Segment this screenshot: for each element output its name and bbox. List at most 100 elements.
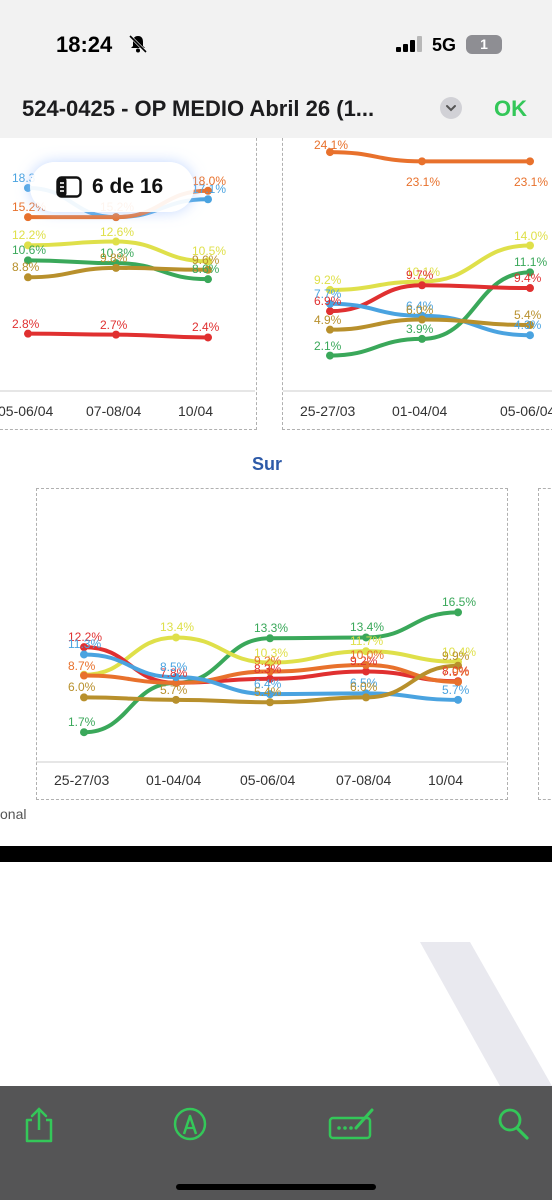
x-tick-label: 01-04/04 bbox=[146, 772, 202, 788]
series-line bbox=[328, 150, 532, 164]
ok-button[interactable]: OK bbox=[494, 96, 527, 121]
data-point bbox=[326, 148, 334, 157]
data-label: 10.3% bbox=[100, 246, 135, 261]
data-point bbox=[204, 257, 212, 266]
data-label: 1.7% bbox=[68, 715, 96, 730]
data-point bbox=[326, 325, 334, 334]
data-point bbox=[24, 329, 32, 338]
data-label: 10.6% bbox=[12, 243, 47, 258]
home-indicator bbox=[176, 1184, 376, 1190]
sur-chart-title: Sur bbox=[252, 454, 283, 474]
data-point bbox=[266, 667, 274, 676]
data-label: 10.1% bbox=[406, 264, 441, 279]
data-point bbox=[24, 273, 32, 282]
signal-strength-icon bbox=[396, 36, 422, 52]
data-label: 18.3 bbox=[12, 170, 36, 185]
data-label: 6.0% bbox=[406, 302, 434, 317]
chart-panel-sur bbox=[36, 488, 508, 800]
page-indicator-label: 6 de 16 bbox=[92, 175, 164, 198]
data-label: 10.5% bbox=[192, 244, 227, 259]
data-point bbox=[362, 647, 370, 656]
markup-icon[interactable] bbox=[172, 1106, 208, 1142]
data-label: 10.0% bbox=[350, 648, 385, 662]
data-label: 13.3% bbox=[254, 621, 289, 636]
chart-panel-right bbox=[282, 138, 552, 430]
data-label: 9.4% bbox=[514, 271, 542, 286]
x-tick-label: 05-06/04 bbox=[500, 403, 552, 419]
page-separator bbox=[0, 846, 552, 862]
data-point bbox=[526, 157, 534, 166]
share-icon[interactable] bbox=[22, 1106, 56, 1144]
data-label: 8.3% bbox=[254, 661, 282, 676]
x-tick-label: 07-08/04 bbox=[86, 403, 142, 419]
data-label: 6.5% bbox=[350, 676, 378, 691]
silent-bell-icon bbox=[128, 34, 148, 54]
status-time: 18:24 bbox=[56, 32, 113, 57]
data-label: 11.3% bbox=[68, 637, 102, 652]
network-type: 5G bbox=[432, 35, 457, 55]
document-page[interactable]: 05-06/0407-08/0410/0418.317.1%15.2%15.2%… bbox=[0, 138, 552, 846]
next-page[interactable] bbox=[0, 862, 552, 1086]
data-label: 7.8% bbox=[160, 665, 188, 680]
data-point bbox=[172, 673, 180, 682]
data-label: 16.5% bbox=[442, 595, 477, 610]
data-point bbox=[526, 241, 534, 250]
data-point bbox=[418, 281, 426, 290]
x-tick-label: 10/04 bbox=[178, 403, 214, 419]
data-label: 6.9% bbox=[314, 294, 342, 309]
data-point bbox=[172, 695, 180, 704]
data-point bbox=[526, 284, 534, 293]
data-label: 9.2% bbox=[254, 654, 282, 669]
watermark-shape bbox=[420, 942, 552, 1086]
x-tick-label: 07-08/04 bbox=[336, 772, 392, 788]
data-point bbox=[204, 265, 212, 274]
data-point bbox=[418, 315, 426, 324]
data-point bbox=[266, 634, 274, 643]
data-label: 5.7% bbox=[442, 682, 470, 697]
data-point bbox=[112, 330, 120, 339]
navigation-bar: 524-0425 - OP MEDIO Abril 26 (1... OK bbox=[0, 88, 552, 138]
data-label: 3.9% bbox=[406, 321, 434, 336]
data-point bbox=[454, 608, 462, 617]
chevron-down-icon bbox=[446, 105, 456, 112]
data-label: 5.7% bbox=[160, 682, 188, 697]
data-point bbox=[24, 256, 32, 265]
data-point bbox=[418, 157, 426, 166]
data-point bbox=[204, 275, 212, 284]
data-point bbox=[204, 195, 212, 204]
data-point bbox=[80, 671, 88, 680]
data-point bbox=[454, 661, 462, 670]
data-point bbox=[418, 334, 426, 343]
sidebar-icon bbox=[56, 176, 82, 198]
data-point bbox=[204, 333, 212, 342]
data-label: 9.7% bbox=[406, 268, 434, 283]
data-point bbox=[362, 661, 370, 669]
data-point bbox=[24, 213, 32, 222]
data-label: 11.7% bbox=[350, 634, 384, 649]
data-point bbox=[80, 650, 88, 659]
data-label: 5.4% bbox=[514, 308, 542, 323]
data-label: 13.4% bbox=[160, 620, 195, 635]
data-point bbox=[204, 186, 212, 195]
signature-icon[interactable] bbox=[328, 1106, 376, 1142]
data-point bbox=[326, 351, 334, 360]
data-point bbox=[266, 690, 274, 699]
data-label: 2.1% bbox=[314, 338, 342, 353]
data-label: 6.0% bbox=[68, 680, 96, 695]
data-point bbox=[112, 237, 120, 246]
data-point bbox=[526, 321, 534, 330]
series-line bbox=[82, 663, 460, 705]
data-label: 9.8% bbox=[100, 250, 128, 265]
search-icon[interactable] bbox=[496, 1106, 530, 1142]
document-title[interactable]: 524-0425 - OP MEDIO Abril 26 (1... bbox=[22, 96, 375, 121]
data-label: 4.3% bbox=[514, 318, 542, 333]
data-label: 8.6% bbox=[192, 262, 220, 277]
data-point bbox=[172, 678, 180, 687]
data-label: 6.0% bbox=[350, 680, 378, 695]
page-indicator[interactable]: 6 de 16 bbox=[30, 162, 194, 212]
data-point bbox=[266, 698, 274, 707]
data-point bbox=[266, 658, 274, 667]
data-label: 5.4% bbox=[254, 685, 282, 700]
title-menu-button[interactable] bbox=[440, 97, 462, 119]
charts-canvas bbox=[0, 148, 552, 763]
